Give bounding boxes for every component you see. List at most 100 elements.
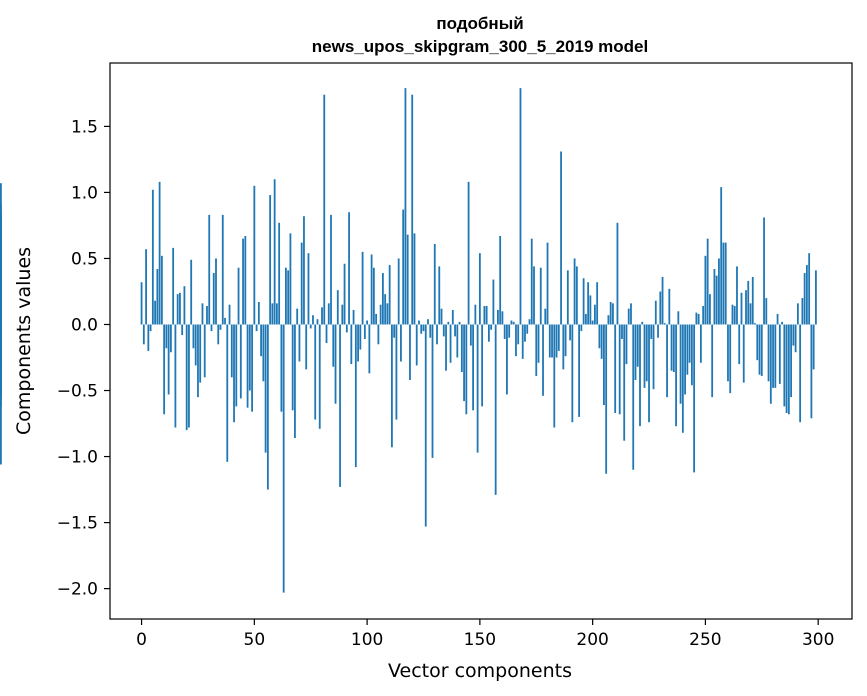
- bar: [404, 88, 407, 325]
- bar-series: [0, 88, 817, 593]
- bar: [221, 214, 224, 325]
- bar: [140, 282, 143, 325]
- bar: [695, 312, 698, 325]
- bar: [278, 222, 281, 325]
- bar: [447, 321, 450, 325]
- bar: [339, 324, 341, 487]
- bar: [815, 270, 817, 325]
- bar: [422, 324, 425, 332]
- x-tick-label: 100: [351, 630, 383, 650]
- bar: [767, 324, 770, 382]
- bar: [289, 233, 292, 325]
- bar: [370, 254, 373, 325]
- bar: [158, 181, 161, 325]
- bar: [210, 324, 213, 332]
- bar: [677, 311, 680, 325]
- plot-area-frame: [109, 62, 853, 620]
- y-tick-label: −1.0: [57, 448, 98, 468]
- bar: [467, 181, 470, 325]
- bar: [690, 324, 693, 386]
- bar: [415, 324, 418, 366]
- bar: [740, 292, 743, 325]
- bar: [704, 255, 707, 325]
- bar: [754, 323, 756, 325]
- bar: [787, 324, 790, 415]
- bar: [427, 319, 429, 325]
- bar: [661, 276, 664, 325]
- bar: [327, 303, 330, 325]
- bar: [634, 324, 637, 380]
- bar: [681, 324, 684, 433]
- bar: [172, 247, 175, 325]
- x-tick-label: 0: [136, 630, 147, 650]
- bar: [494, 324, 497, 495]
- bar: [145, 249, 147, 325]
- bar: [508, 324, 511, 338]
- bar: [294, 324, 296, 439]
- bar: [318, 324, 321, 429]
- bar: [215, 258, 217, 325]
- bar: [772, 324, 774, 388]
- bar: [551, 324, 553, 358]
- bar: [693, 324, 696, 473]
- bar: [314, 324, 317, 420]
- bar: [765, 298, 768, 325]
- bar: [643, 324, 646, 388]
- bar: [375, 313, 378, 325]
- bar: [499, 236, 502, 325]
- bar: [542, 324, 544, 396]
- bar: [749, 303, 752, 325]
- bar: [386, 303, 389, 325]
- bar: [600, 324, 603, 359]
- bar: [160, 255, 163, 325]
- x-tick-label: 250: [689, 630, 721, 650]
- bar: [702, 306, 705, 325]
- bar: [625, 324, 628, 365]
- x-axis-label: Vector components: [388, 660, 572, 682]
- bar: [763, 217, 765, 325]
- bar: [420, 324, 423, 334]
- bar: [156, 269, 159, 325]
- y-tick-label: −2.0: [57, 580, 98, 600]
- bar: [618, 324, 621, 415]
- bar: [212, 272, 215, 325]
- bar: [481, 324, 484, 407]
- bar: [582, 278, 585, 325]
- y-tick-label: 0.5: [71, 249, 98, 269]
- bar: [736, 266, 738, 325]
- bar: [183, 286, 186, 325]
- bar: [670, 324, 673, 371]
- y-tick-label: 1.5: [71, 117, 98, 137]
- bar: [165, 324, 168, 349]
- bar: [449, 324, 452, 363]
- bar: [621, 324, 623, 340]
- bar: [409, 324, 411, 380]
- bar: [323, 94, 326, 325]
- bar: [659, 291, 662, 325]
- bar: [400, 324, 402, 362]
- bar: [235, 324, 238, 407]
- bar: [803, 272, 806, 325]
- bar: [154, 300, 156, 325]
- bar: [571, 324, 574, 423]
- bar: [758, 324, 761, 375]
- bar: [607, 315, 610, 325]
- bar: [424, 324, 427, 527]
- bar: [257, 302, 260, 325]
- bar: [463, 324, 465, 402]
- bar: [801, 298, 804, 325]
- bar: [627, 308, 630, 325]
- bar: [492, 279, 495, 325]
- bar: [591, 320, 594, 325]
- bar: [316, 319, 319, 325]
- bar: [260, 324, 262, 357]
- bar: [402, 209, 405, 325]
- bar: [548, 324, 551, 358]
- bar: [697, 313, 700, 325]
- bar: [246, 324, 249, 408]
- bar: [478, 253, 481, 325]
- bar: [237, 267, 240, 325]
- y-axis-ticks: −2.0 −1.5 −1.0 −0.5 0.0 0.5 1.0 1.5: [57, 117, 110, 600]
- bar: [266, 324, 269, 490]
